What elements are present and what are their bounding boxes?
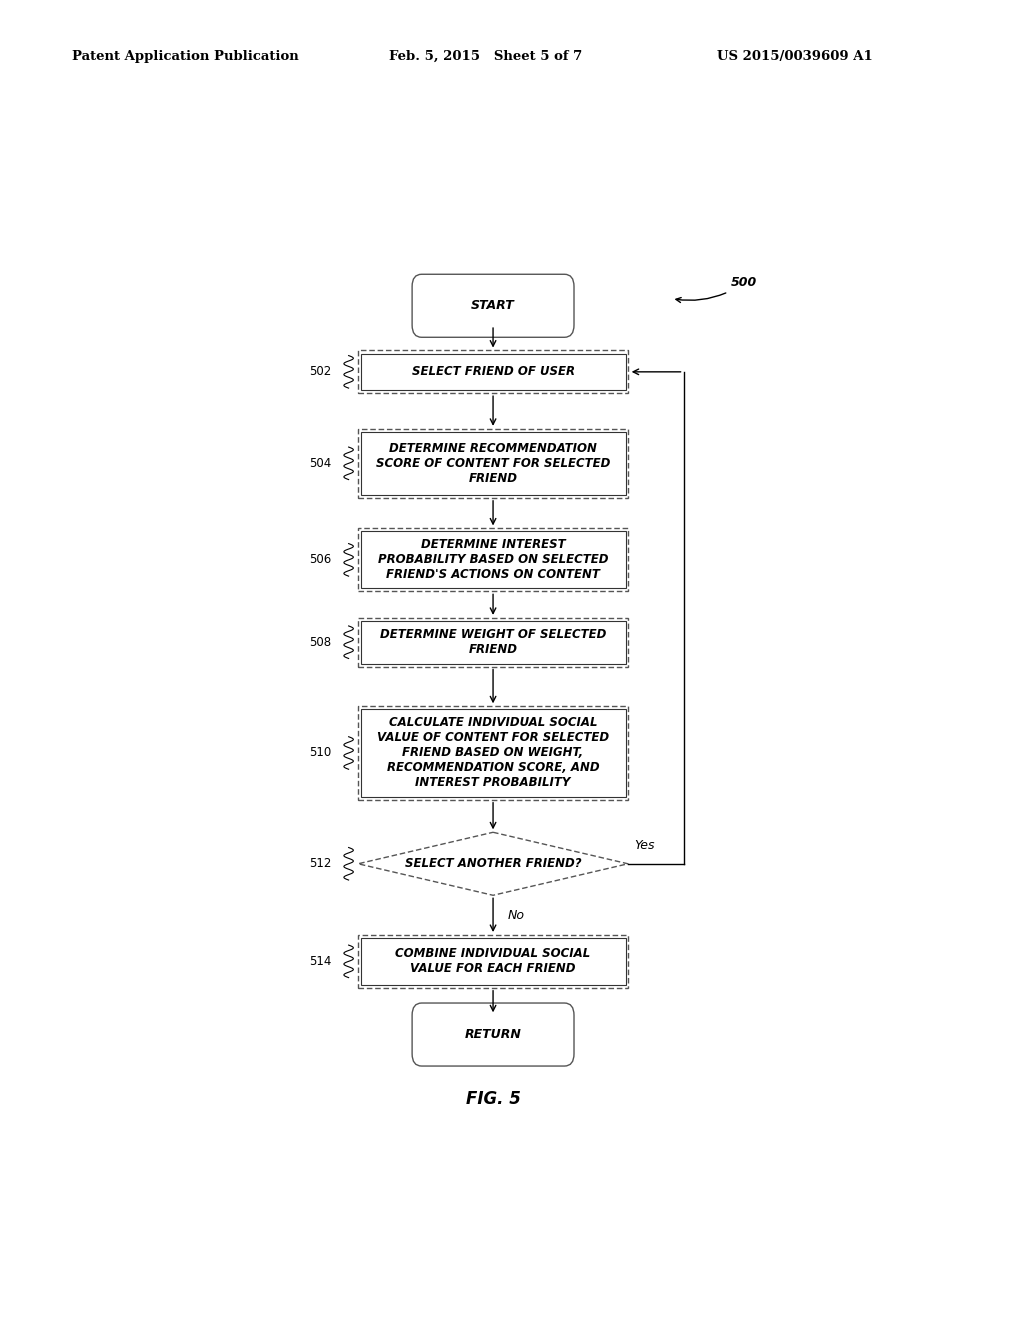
FancyBboxPatch shape — [412, 1003, 574, 1067]
FancyBboxPatch shape — [358, 618, 628, 667]
Bar — [360, 354, 626, 391]
FancyBboxPatch shape — [412, 275, 574, 338]
FancyBboxPatch shape — [358, 528, 628, 591]
FancyBboxPatch shape — [358, 935, 628, 987]
Text: COMBINE INDIVIDUAL SOCIAL
VALUE FOR EACH FRIEND: COMBINE INDIVIDUAL SOCIAL VALUE FOR EACH… — [395, 948, 591, 975]
Bar — [360, 432, 626, 495]
Text: CALCULATE INDIVIDUAL SOCIAL
VALUE OF CONTENT FOR SELECTED
FRIEND BASED ON WEIGHT: CALCULATE INDIVIDUAL SOCIAL VALUE OF CON… — [377, 717, 609, 789]
Text: SELECT ANOTHER FRIEND?: SELECT ANOTHER FRIEND? — [404, 857, 582, 870]
FancyBboxPatch shape — [358, 706, 628, 800]
Text: RETURN: RETURN — [465, 1028, 521, 1041]
Text: No: No — [507, 908, 524, 921]
Text: 514: 514 — [309, 954, 331, 968]
FancyBboxPatch shape — [358, 429, 628, 498]
FancyBboxPatch shape — [358, 351, 628, 393]
Text: Patent Application Publication: Patent Application Publication — [72, 50, 298, 63]
Bar — [360, 620, 626, 664]
Text: 500: 500 — [676, 276, 758, 302]
Polygon shape — [358, 833, 628, 895]
Text: 512: 512 — [309, 857, 331, 870]
Text: DETERMINE WEIGHT OF SELECTED
FRIEND: DETERMINE WEIGHT OF SELECTED FRIEND — [380, 628, 606, 656]
Bar — [360, 709, 626, 797]
Text: Feb. 5, 2015   Sheet 5 of 7: Feb. 5, 2015 Sheet 5 of 7 — [389, 50, 583, 63]
Text: DETERMINE RECOMMENDATION
SCORE OF CONTENT FOR SELECTED
FRIEND: DETERMINE RECOMMENDATION SCORE OF CONTEN… — [376, 442, 610, 484]
Text: Yes: Yes — [634, 838, 654, 851]
Text: 506: 506 — [309, 553, 331, 566]
Text: 504: 504 — [309, 457, 331, 470]
Text: START: START — [471, 300, 515, 313]
Text: US 2015/0039609 A1: US 2015/0039609 A1 — [717, 50, 872, 63]
Text: DETERMINE INTEREST
PROBABILITY BASED ON SELECTED
FRIEND'S ACTIONS ON CONTENT: DETERMINE INTEREST PROBABILITY BASED ON … — [378, 539, 608, 581]
Text: SELECT FRIEND OF USER: SELECT FRIEND OF USER — [412, 366, 574, 379]
Bar — [360, 939, 626, 985]
Text: 510: 510 — [309, 747, 331, 759]
Bar — [360, 532, 626, 589]
Text: FIG. 5: FIG. 5 — [466, 1089, 520, 1107]
Text: 502: 502 — [309, 366, 331, 379]
Text: 508: 508 — [309, 636, 331, 648]
